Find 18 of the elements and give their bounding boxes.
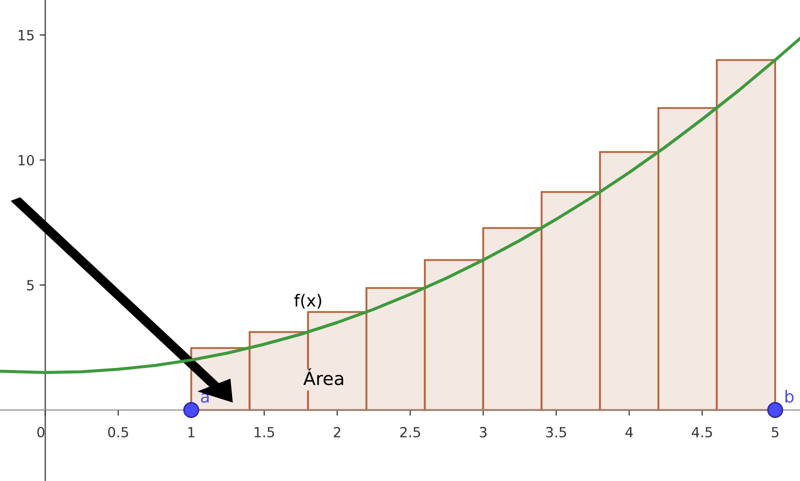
x-tick-label: 4 — [625, 427, 633, 438]
x-tick-label: 2 — [334, 426, 340, 438]
annotation: Área — [303, 368, 344, 386]
x-tick-label: 0 — [37, 426, 44, 438]
y-tick-label: 5 — [27, 280, 34, 290]
x-tick-label: 4.5 — [692, 427, 712, 438]
x-tick-label: 5 — [772, 427, 778, 438]
x-tick-label: 0.5 — [108, 426, 128, 438]
data-label: b — [785, 390, 794, 403]
data-label: a — [201, 393, 209, 403]
x-tick-label: 1 — [188, 427, 194, 438]
x-tick-label: 2.5 — [400, 426, 420, 438]
y-tick-label: 15 — [18, 30, 34, 40]
x-tick-label: 3.5 — [546, 426, 566, 438]
x-tick-label: 3 — [480, 426, 487, 438]
series-label: f(x) — [294, 294, 322, 309]
x-tick-label: 1.5 — [254, 427, 274, 438]
y-tick-label: 10 — [18, 154, 34, 166]
